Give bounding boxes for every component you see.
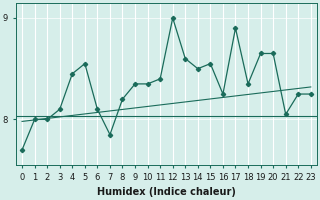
X-axis label: Humidex (Indice chaleur): Humidex (Indice chaleur) <box>97 187 236 197</box>
